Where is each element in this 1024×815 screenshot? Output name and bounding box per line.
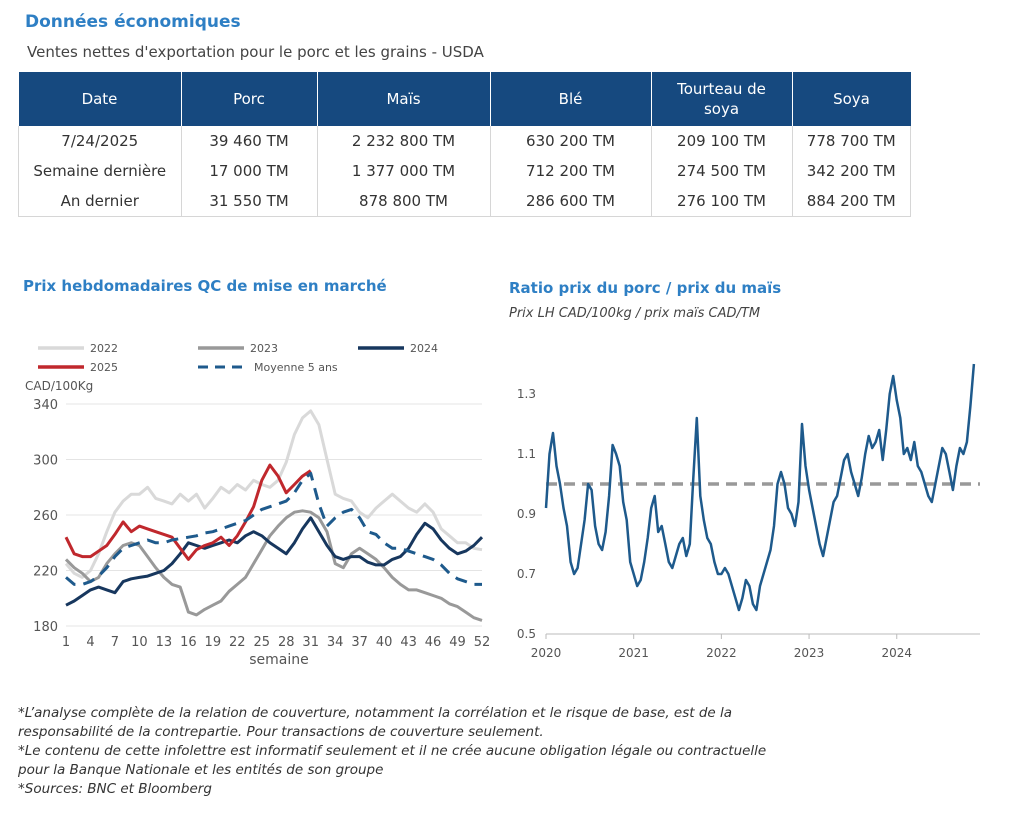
x-tick-label: 52 — [474, 635, 491, 650]
x-tick-label: 1 — [62, 635, 70, 650]
footnote-line: *Sources: BNC et Bloomberg — [18, 781, 212, 797]
y-tick-label: 1.3 — [517, 387, 536, 401]
y-tick-label: 0.7 — [517, 567, 536, 581]
y-tick-label: 0.9 — [517, 507, 536, 521]
x-tick-label: 34 — [327, 635, 344, 650]
x-tick-label: 31 — [302, 635, 319, 650]
y-tick-label: 180 — [33, 620, 58, 635]
y-tick-label: 340 — [33, 398, 58, 413]
table-cell: 342 200 TM — [792, 156, 911, 186]
table-row: An dernier 31 550 TM 878 800 TM 286 600 … — [18, 186, 911, 217]
x-tick-label: 40 — [376, 635, 393, 650]
column-header-date: Date — [18, 72, 182, 126]
x-tick-label: 19 — [205, 635, 222, 650]
legend-label: 2025 — [90, 361, 118, 374]
x-tick-label: 49 — [449, 635, 466, 650]
column-header-mais: Maïs — [317, 72, 491, 126]
x-tick-label: 16 — [180, 635, 197, 650]
x-tick-label: 28 — [278, 635, 295, 650]
x-tick-label: 10 — [131, 635, 148, 650]
legend-label: 2023 — [250, 342, 278, 355]
table-cell: 7/24/2025 — [18, 126, 182, 156]
footnote-line: *L’analyse complète de la relation de co… — [18, 705, 733, 721]
weekly-price-chart: 180 220 260 300 340 1 4 7 10 13 16 19 22 25 28 31 34 37 40… — [25, 342, 491, 668]
footnote-line: pour la Banque Nationale et les entités … — [18, 762, 384, 778]
table-cell: Semaine dernière — [18, 156, 182, 186]
table-cell: 31 550 TM — [181, 186, 318, 217]
series-line-2025 — [64, 463, 312, 561]
table-cell: 276 100 TM — [651, 186, 793, 217]
x-tick-label: 13 — [156, 635, 173, 650]
table-cell: 630 200 TM — [490, 126, 652, 156]
series-line-moyenne-5-ans — [65, 471, 482, 586]
column-header-porc: Porc — [181, 72, 318, 126]
ratio-chart-subtitle: Prix LH CAD/100kg / prix maïs CAD/TM — [509, 306, 761, 321]
footnotes: *L’analyse complète de la relation de co… — [18, 704, 878, 799]
table-cell: 2 232 800 TM — [317, 126, 491, 156]
footnote-line: *Le contenu de cette infolettre est info… — [18, 743, 767, 759]
x-tick-label: 2020 — [531, 646, 562, 660]
y-axis-label: CAD/100Kg — [25, 379, 93, 393]
legend-label: 2022 — [90, 342, 118, 355]
column-header-tourteau: Tourteau de soya — [651, 72, 793, 126]
series-line-2022 — [64, 409, 483, 579]
y-tick-label: 300 — [33, 454, 58, 469]
table-cell: 209 100 TM — [651, 126, 793, 156]
x-tick-label: 2021 — [618, 646, 649, 660]
legend-label: Moyenne 5 ans — [254, 361, 338, 374]
ratio-chart-title: Ratio prix du porc / prix du maïs — [509, 279, 782, 297]
x-tick-label: 46 — [425, 635, 442, 650]
x-tick-label: 43 — [400, 635, 417, 650]
table-subtitle: Ventes nettes d'exportation pour le porc… — [27, 43, 484, 61]
table-cell: 712 200 TM — [490, 156, 652, 186]
ratio-series-line — [544, 363, 976, 612]
x-tick-label: 2022 — [706, 646, 737, 660]
x-tick-label: 2024 — [881, 646, 912, 660]
table-cell: 274 500 TM — [651, 156, 793, 186]
table-cell: 17 000 TM — [181, 156, 318, 186]
x-tick-label: 25 — [253, 635, 270, 650]
footnote-line: responsabilité de la contrepartie. Pour … — [18, 724, 544, 740]
y-tick-label: 0.5 — [517, 627, 536, 641]
column-header-soya: Soya — [792, 72, 911, 126]
section-title: Données économiques — [25, 12, 241, 32]
export-sales-table: Date Porc Maïs Blé Tourteau de soya Soya… — [18, 72, 911, 217]
table-cell: 286 600 TM — [490, 186, 652, 217]
x-tick-label: 22 — [229, 635, 246, 650]
legend-label: 2024 — [410, 342, 438, 355]
weekly-price-chart-title: Prix hebdomadaires QC de mise en marché — [23, 277, 387, 295]
x-tick-label: 37 — [351, 635, 368, 650]
column-header-ble: Blé — [490, 72, 652, 126]
x-tick-label: 2023 — [794, 646, 825, 660]
y-tick-label: 220 — [33, 565, 58, 580]
series-line-2024 — [65, 516, 484, 607]
table-row: 7/24/2025 39 460 TM 2 232 800 TM 630 200… — [18, 126, 911, 156]
y-tick-label: 260 — [33, 509, 58, 524]
table-cell: 1 377 000 TM — [317, 156, 491, 186]
x-tick-label: 4 — [86, 635, 94, 650]
y-tick-label: 1.1 — [517, 447, 536, 461]
table-cell: 878 800 TM — [317, 186, 491, 217]
table-cell: 778 700 TM — [792, 126, 911, 156]
table-cell: 39 460 TM — [181, 126, 318, 156]
table-header-row: Date Porc Maïs Blé Tourteau de soya Soya — [18, 72, 911, 126]
x-axis-label: semaine — [249, 652, 309, 668]
table-cell: 884 200 TM — [792, 186, 911, 217]
x-tick-label: 7 — [111, 635, 119, 650]
table-row: Semaine dernière 17 000 TM 1 377 000 TM … — [18, 156, 911, 186]
ratio-chart: 0.5 0.7 0.9 1.1 1.3 2020 2021 2022 2023 2024 — [517, 363, 980, 660]
table-cell: An dernier — [18, 186, 182, 217]
